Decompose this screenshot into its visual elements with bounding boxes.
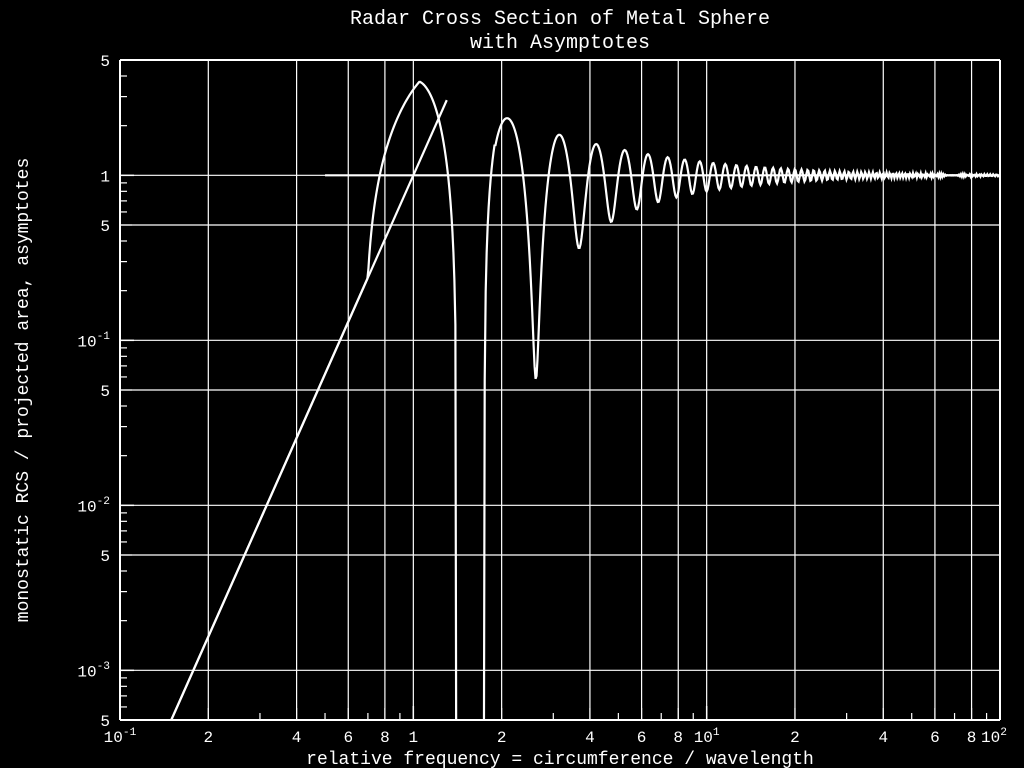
y-tick-label: 5: [100, 383, 110, 401]
chart-background: [0, 0, 1024, 768]
y-axis-label: monostatic RCS / projected area, asympto…: [14, 158, 34, 622]
x-axis-label: relative frequency = circumference / wav…: [306, 750, 814, 768]
x-tick-label: 6: [930, 729, 940, 747]
chart-subtitle: with Asymptotes: [470, 32, 650, 55]
x-tick-label: 4: [878, 729, 888, 747]
x-tick-label: 8: [673, 729, 683, 747]
y-tick-label: 1: [100, 168, 110, 186]
x-tick-label: 1: [409, 729, 419, 747]
y-tick-label: 5: [100, 548, 110, 566]
x-tick-label: 6: [343, 729, 353, 747]
x-tick-label: 4: [585, 729, 595, 747]
y-tick-label: 5: [100, 218, 110, 236]
x-tick-label: 4: [292, 729, 302, 747]
x-tick-label: 2: [497, 729, 507, 747]
x-tick-label: 8: [967, 729, 977, 747]
rcs-chart: 10-1110110224682468246810-310-210-115555…: [0, 0, 1024, 768]
chart-title: Radar Cross Section of Metal Sphere: [350, 8, 770, 31]
x-tick-label: 2: [790, 729, 800, 747]
y-tick-label: 5: [100, 53, 110, 71]
x-tick-label: 6: [637, 729, 647, 747]
x-tick-label: 8: [380, 729, 390, 747]
x-tick-label: 2: [203, 729, 213, 747]
y-tick-label: 5: [100, 713, 110, 731]
